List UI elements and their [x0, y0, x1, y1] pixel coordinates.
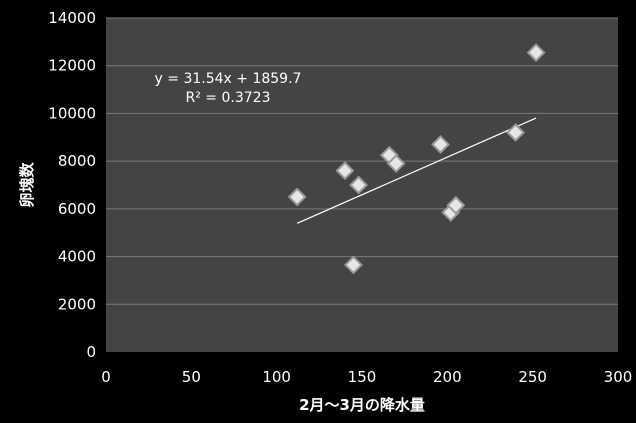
data-points	[287, 43, 546, 275]
data-point-7	[431, 135, 450, 154]
r-squared-label: R² = 0.3723	[186, 90, 271, 106]
y-tick-label-6000: 6000	[58, 200, 96, 218]
data-point-10	[506, 123, 526, 142]
x-tick-label-0: 0	[101, 368, 111, 386]
data-point-2	[335, 161, 355, 181]
y-tick-label-4000: 4000	[58, 248, 96, 266]
data-point-4	[349, 175, 369, 195]
trendline-equation: y = 31.54x + 1859.7	[155, 71, 302, 87]
x-tick-label-100: 100	[262, 368, 291, 386]
y-axis-ticks: 0 2000 4000 6000 8000 10000 12000 14000	[48, 9, 96, 361]
y-axis-title: 卵塊数	[18, 162, 36, 208]
data-point-6	[386, 154, 406, 173]
trendline	[296, 117, 537, 224]
y-tick-label-0: 0	[86, 343, 96, 361]
data-point-11	[526, 43, 546, 63]
x-tick-label-150: 150	[348, 368, 377, 386]
x-tick-label-50: 50	[182, 368, 201, 386]
x-tick-label-200: 200	[433, 368, 462, 386]
y-tick-label-10000: 10000	[48, 104, 96, 122]
x-tick-label-300: 300	[604, 368, 633, 386]
gridlines	[106, 17, 618, 305]
y-tick-label-2000: 2000	[58, 295, 96, 313]
data-point-3	[344, 255, 363, 275]
x-axis-title: 2月～3月の降水量	[299, 396, 425, 414]
data-point-1	[287, 187, 307, 207]
y-tick-label-12000: 12000	[48, 57, 96, 75]
x-axis-ticks: 0 50 100 150 200 250 300	[101, 368, 632, 386]
y-tick-label-8000: 8000	[58, 152, 96, 170]
data-point-9	[446, 195, 466, 215]
x-tick-label-250: 250	[518, 368, 547, 386]
y-tick-label-14000: 14000	[48, 9, 96, 27]
